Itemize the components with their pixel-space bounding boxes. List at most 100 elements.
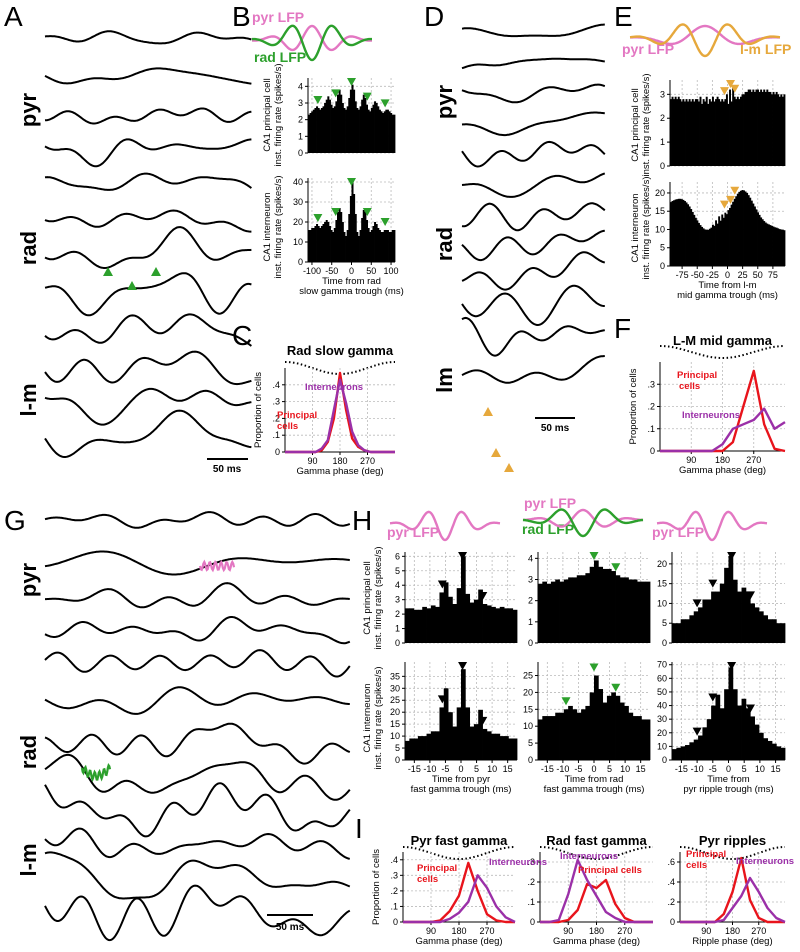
histogram-bar xyxy=(711,96,714,166)
histogram-bar xyxy=(680,619,686,643)
panel-label-f: F xyxy=(614,313,631,344)
histogram-bar xyxy=(473,724,479,760)
lm-lfp-wavelet xyxy=(629,23,781,58)
histogram-bar xyxy=(671,200,674,266)
histogram-bar xyxy=(491,606,496,643)
histogram-bar xyxy=(314,226,317,262)
histogram-bar xyxy=(781,96,784,166)
histogram-bar xyxy=(754,724,760,760)
histogram-bar xyxy=(382,113,385,153)
histogram-bar xyxy=(322,106,325,153)
legend-interneurons-f: Interneurons xyxy=(682,410,740,421)
histogram-bar xyxy=(568,705,573,760)
histogram-bar xyxy=(328,226,331,262)
histogram-bar xyxy=(781,229,784,266)
histogram-bar xyxy=(701,103,704,166)
histogram-bar xyxy=(732,201,735,266)
lfp-trace xyxy=(44,226,252,269)
histogram-bar xyxy=(606,695,612,760)
ylabel-line1: CA1 principal cell xyxy=(362,561,373,634)
histogram-bar xyxy=(426,608,432,643)
histogram-bar xyxy=(348,98,351,153)
panel-label-h: H xyxy=(352,505,372,536)
histogram-bar xyxy=(763,89,766,166)
histogram-bar xyxy=(771,619,777,643)
y-tick-label: 0 xyxy=(395,755,400,765)
histogram-bar xyxy=(324,103,327,153)
pyr-lfp-wavelet xyxy=(656,510,768,542)
x-tick-label: 90 xyxy=(686,455,696,465)
x-axis-label: Gamma phase (deg) xyxy=(415,936,502,947)
x-tick-label: -100 xyxy=(303,266,321,276)
phase-reference-wave xyxy=(540,846,653,860)
x-axis-label: Time from pyr xyxy=(432,774,490,785)
histogram-bar xyxy=(776,746,782,760)
y-tick-label: 0 xyxy=(528,755,533,765)
y-tick-label: 10 xyxy=(523,721,533,731)
histogram-bar xyxy=(769,225,772,266)
histogram-bar xyxy=(594,560,599,643)
histogram-bar xyxy=(602,702,608,760)
histogram-bar xyxy=(737,591,742,643)
histogram-bar xyxy=(713,225,716,266)
x-tick-label: -25 xyxy=(706,270,719,280)
histogram-bar xyxy=(435,606,440,643)
lfp-trace xyxy=(44,511,351,529)
histogram-bar xyxy=(465,707,471,760)
histogram-bar xyxy=(413,738,419,760)
histogram-bar xyxy=(693,214,696,266)
phase-reference-wave xyxy=(660,345,785,359)
y-tick-label: 5 xyxy=(395,743,400,753)
histogram-bar xyxy=(319,109,322,153)
y-tick-label: 4 xyxy=(298,81,303,91)
peak-marker xyxy=(727,552,737,560)
y-tick-label: 20 xyxy=(390,707,400,717)
scalebar-label-a: 50 ms xyxy=(213,464,242,475)
histogram-bar xyxy=(724,212,727,266)
histogram-bar xyxy=(482,728,488,760)
histogram-bar xyxy=(725,214,728,266)
histogram-bar xyxy=(383,230,386,262)
peak-marker xyxy=(380,99,390,108)
histogram-bar xyxy=(356,108,359,153)
histogram-bar xyxy=(693,101,696,166)
x-tick-label: -10 xyxy=(423,764,436,774)
histogram-bar xyxy=(685,619,690,643)
y-tick-label: 0 xyxy=(660,161,665,171)
histogram-bar xyxy=(685,99,688,166)
layer-label-rad-a: rad xyxy=(16,231,41,265)
peak-marker xyxy=(362,208,372,216)
histogram-bar xyxy=(478,709,483,760)
histogram-bar xyxy=(378,230,381,262)
legend-interneurons-c: Interneurons xyxy=(305,382,363,393)
y-tick-label: .2 xyxy=(667,897,675,907)
x-tick-label: 75 xyxy=(768,270,778,280)
histogram-bar xyxy=(698,735,703,760)
histogram-bar xyxy=(628,579,634,643)
histogram-bar xyxy=(448,596,453,643)
x-tick-label: -15 xyxy=(675,764,688,774)
histogram-bar xyxy=(645,581,651,643)
histogram-bar xyxy=(716,223,719,266)
lfp-trace xyxy=(461,111,605,137)
histogram-bar xyxy=(354,101,357,153)
y-tick-label: 20 xyxy=(655,188,665,198)
histogram-bar xyxy=(388,232,391,262)
histogram-bar xyxy=(780,623,786,643)
histogram-bar xyxy=(602,568,608,643)
y-tick-label: 20 xyxy=(657,559,667,569)
peak-marker xyxy=(458,662,468,670)
histogram-bar xyxy=(330,230,333,262)
lfp-trace xyxy=(461,229,605,262)
histogram-bar xyxy=(725,94,728,166)
histogram-bar xyxy=(763,221,766,266)
histogram-bar xyxy=(314,108,317,153)
histogram-bar xyxy=(572,577,578,643)
peak-marker xyxy=(478,716,488,725)
histogram-bar xyxy=(372,226,375,262)
legend-principal-f-1: Principal xyxy=(677,370,717,381)
y-tick-label: 2 xyxy=(660,113,665,123)
histogram-bar xyxy=(333,228,336,262)
